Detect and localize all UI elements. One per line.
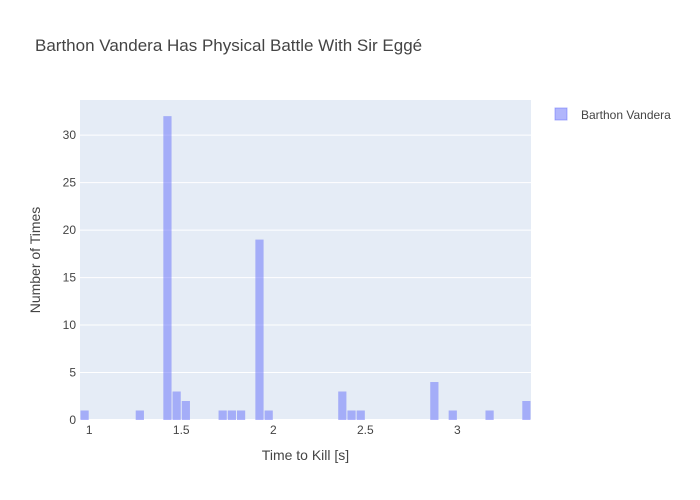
histogram-bar[interactable] [218, 410, 227, 420]
histogram-bar[interactable] [163, 116, 172, 421]
y-axis-ticks: 0 5 10 15 20 25 30 [63, 128, 77, 427]
histogram-bar[interactable] [227, 410, 236, 420]
chart-title: Barthon Vandera Has Physical Battle With… [35, 36, 422, 55]
x-tick-label: 3 [454, 423, 461, 437]
x-tick-label: 2.5 [357, 423, 374, 437]
y-tick-label: 25 [63, 176, 77, 190]
y-tick-label: 20 [63, 223, 77, 237]
y-tick-label: 0 [69, 413, 76, 427]
histogram-bar[interactable] [430, 382, 439, 420]
legend-label[interactable]: Barthon Vandera [581, 108, 671, 122]
histogram-bar[interactable] [181, 401, 190, 420]
histogram-bar[interactable] [485, 410, 494, 420]
y-axis-title: Number of Times [27, 207, 43, 314]
histogram-bar[interactable] [255, 239, 264, 420]
histogram-bar[interactable] [236, 410, 246, 420]
histogram-bar[interactable] [264, 410, 273, 420]
x-axis-title: Time to Kill [s] [262, 447, 349, 463]
y-tick-label: 15 [63, 271, 77, 285]
histogram-bar[interactable] [338, 391, 347, 420]
histogram-bar[interactable] [347, 410, 356, 420]
histogram-bars[interactable] [80, 116, 531, 421]
y-tick-label: 30 [63, 128, 77, 142]
histogram-bar[interactable] [522, 401, 531, 420]
x-axis-ticks: 1 1.5 2 2.5 3 [86, 423, 461, 437]
x-tick-label: 1 [86, 423, 93, 437]
legend[interactable]: Barthon Vandera [554, 107, 671, 122]
histogram-bar[interactable] [448, 410, 457, 420]
x-tick-label: 2 [270, 423, 277, 437]
histogram-bar[interactable] [80, 410, 89, 420]
histogram-bar[interactable] [135, 410, 144, 420]
plot-area [80, 100, 531, 420]
histogram-bar[interactable] [356, 410, 365, 420]
y-tick-label: 5 [69, 366, 76, 380]
x-tick-label: 1.5 [173, 423, 190, 437]
y-tick-label: 10 [63, 318, 77, 332]
histogram-bar[interactable] [172, 391, 181, 420]
legend-swatch[interactable] [554, 107, 568, 121]
